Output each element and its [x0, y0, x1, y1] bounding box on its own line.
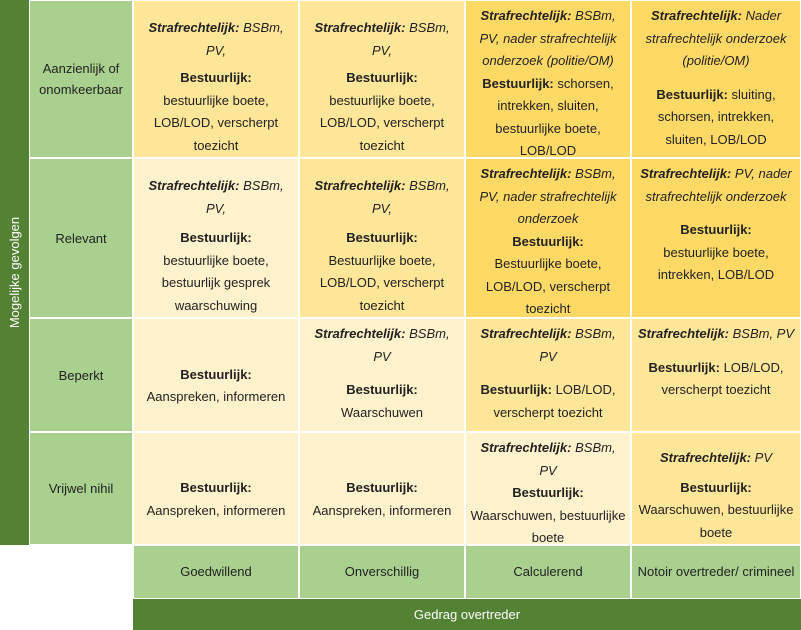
bestuurlijk-heading: Bestuurlijk:: [680, 222, 752, 237]
bestuurlijk-text: Bestuurlijk: sluiting, schorsen, intrekk…: [656, 86, 776, 147]
bestuurlijk-heading: Bestuurlijk:: [346, 230, 418, 245]
bestuurlijk-heading: Bestuurlijk:: [346, 382, 418, 397]
strafrechtelijk-text: Strafrechtelijk: BSBm, PV, nader strafre…: [479, 166, 617, 226]
bestuurlijk-text: Aanspreken, informeren: [146, 502, 286, 518]
bestuurlijk-heading: Bestuurlijk:: [512, 485, 584, 500]
matrix-cell-r0-c3: Strafrechtelijk: Nader strafrechtelijk o…: [631, 0, 801, 158]
matrix-cell-r3-c3: Strafrechtelijk: PV Bestuurlijk: Waarsch…: [631, 432, 801, 545]
matrix-cell-r0-c2: Strafrechtelijk: BSBm, PV, nader strafre…: [465, 0, 631, 158]
strafrechtelijk-text: Strafrechtelijk: BSBm, PV: [480, 326, 616, 364]
bestuurlijk-text: Waarschuwen: [341, 404, 423, 420]
matrix-cell-r0-c1: Strafrechtelijk: BSBm, PV, Bestuurlijk: …: [299, 0, 465, 158]
bestuurlijk-text: Bestuurlijk: schorsen, intrekken, sluite…: [482, 75, 614, 159]
strafrechtelijk-heading: Strafrechtelijk:: [148, 178, 240, 193]
bestuurlijk-text: Waarschuwen, bestuurlijke boete: [470, 507, 626, 546]
strafrechtelijk-heading: Strafrechtelijk:: [480, 440, 572, 455]
strafrechtelijk-heading: Strafrechtelijk:: [480, 166, 572, 181]
matrix-cell-r1-c3: Strafrechtelijk: PV, nader strafrechteli…: [631, 158, 801, 318]
strafrechtelijk-heading: Strafrechtelijk:: [640, 166, 732, 181]
bestuurlijk-heading: Bestuurlijk:: [180, 480, 252, 495]
matrix-cell-r2-c0: Bestuurlijk: Aanspreken, informeren: [133, 318, 299, 432]
column-label-notoir-overtreder: Notoir overtreder/ crimineel: [631, 545, 801, 599]
bestuurlijk-text: Aanspreken, informeren: [312, 502, 452, 518]
strafrechtelijk-text: Strafrechtelijk: PV: [659, 450, 772, 465]
matrix-cell-r1-c0: Strafrechtelijk: BSBm, PV, Bestuurlijk: …: [133, 158, 299, 318]
bestuurlijk-text: bestuurlijke boete, LOB/LOD, verscherpt …: [153, 92, 279, 153]
row-label-vrijwel-nihil: Vrijwel nihil: [29, 432, 133, 545]
bestuurlijk-text: Bestuurlijke boete, LOB/LOD, verscherpt …: [485, 256, 611, 316]
matrix-cell-r1-c2: Strafrechtelijk: BSBm, PV, nader strafre…: [465, 158, 631, 318]
strafrechtelijk-text: Strafrechtelijk: BSBm, PV,: [148, 20, 284, 58]
bestuurlijk-text: Bestuurlijk: LOB/LOD, verscherpt toezich…: [480, 382, 616, 420]
matrix-cell-r0-c0: Strafrechtelijk: BSBm, PV, Bestuurlijk: …: [133, 0, 299, 158]
bestuurlijk-heading: Bestuurlijk:: [346, 480, 418, 495]
strafrechtelijk-heading: Strafrechtelijk:: [650, 8, 742, 23]
matrix-cell-r3-c1: Bestuurlijk: Aanspreken, informeren: [299, 432, 465, 545]
bestuurlijk-text: bestuurlijke boete, bestuurlijk gesprek …: [161, 252, 271, 313]
strafrechtelijk-text: Strafrechtelijk: BSBm, PV: [637, 326, 795, 341]
strafrechtelijk-heading: Strafrechtelijk:: [637, 326, 729, 341]
strafrechtelijk-text: Strafrechtelijk: BSBm, PV, nader strafre…: [479, 8, 617, 68]
bestuurlijk-text: Bestuurlijke boete, LOB/LOD, verscherpt …: [319, 252, 445, 313]
strafrechtelijk-heading: Strafrechtelijk:: [480, 8, 572, 23]
bestuurlijk-heading: Bestuurlijk:: [480, 382, 552, 397]
bestuurlijk-heading: Bestuurlijk:: [482, 75, 554, 91]
bestuurlijk-heading: Bestuurlijk:: [180, 366, 252, 382]
matrix-cell-r2-c2: Strafrechtelijk: BSBm, PV Bestuurlijk: L…: [465, 318, 631, 432]
matrix-cell-r1-c1: Strafrechtelijk: BSBm, PV, Bestuurlijk: …: [299, 158, 465, 318]
row-label-beperkt: Beperkt: [29, 318, 133, 432]
strafrechtelijk-heading: Strafrechtelijk:: [659, 450, 752, 465]
bestuurlijk-heading: Bestuurlijk:: [512, 233, 584, 249]
bestuurlijk-heading: Bestuurlijk:: [346, 70, 418, 85]
strafrechtelijk-text: Strafrechtelijk: BSBm, PV,: [314, 20, 450, 58]
y-axis-label: Mogelijke gevolgen: [0, 0, 29, 545]
strafrechtelijk-text: Strafrechtelijk: BSBm, PV: [314, 326, 450, 364]
bestuurlijk-heading: Bestuurlijk:: [180, 230, 252, 245]
strafrechtelijk-heading: Strafrechtelijk:: [480, 326, 572, 341]
strafrechtelijk-text: Strafrechtelijk: BSBm, PV,: [314, 178, 450, 216]
x-axis-label: Gedrag overtreder: [133, 599, 801, 630]
row-label-relevant: Relevant: [29, 158, 133, 318]
strafrechtelijk-heading: Strafrechtelijk:: [314, 326, 406, 341]
bestuurlijk-text: bestuurlijke boete, LOB/LOD, verscherpt …: [319, 92, 445, 153]
matrix-cell-r3-c0: Bestuurlijk: Aanspreken, informeren: [133, 432, 299, 545]
matrix-cell-r2-c3: Strafrechtelijk: BSBm, PV Bestuurlijk: L…: [631, 318, 801, 432]
bestuurlijk-text: bestuurlijke boete, intrekken, LOB/LOD: [657, 244, 775, 283]
bestuurlijk-text: Waarschuwen, bestuurlijke boete: [638, 502, 794, 540]
matrix-cell-r3-c2: Strafrechtelijk: BSBm, PV Bestuurlijk: W…: [465, 432, 631, 545]
bestuurlijk-heading: Bestuurlijk:: [656, 86, 728, 102]
bestuurlijk-heading: Bestuurlijk:: [648, 359, 720, 375]
column-label-goedwillend: Goedwillend: [133, 545, 299, 599]
bestuurlijk-heading: Bestuurlijk:: [680, 479, 752, 495]
strafrechtelijk-heading: Strafrechtelijk:: [314, 20, 406, 35]
strafrechtelijk-text: Strafrechtelijk: Nader strafrechtelijk o…: [645, 8, 787, 68]
strafrechtelijk-text: Strafrechtelijk: BSBm, PV: [480, 440, 616, 478]
bestuurlijk-text: Bestuurlijk: LOB/LOD, verscherpt toezich…: [648, 359, 784, 398]
bestuurlijk-text: Aanspreken, informeren: [146, 389, 286, 404]
matrix-cell-r2-c1: Strafrechtelijk: BSBm, PV Bestuurlijk: W…: [299, 318, 465, 432]
strafrechtelijk-heading: Strafrechtelijk:: [148, 20, 240, 35]
bestuurlijk-heading: Bestuurlijk:: [180, 70, 252, 85]
strafrechtelijk-text: Strafrechtelijk: BSBm, PV,: [148, 178, 284, 216]
strafrechtelijk-text: Strafrechtelijk: PV, nader strafrechteli…: [640, 166, 792, 204]
row-label-aanzienlijk: Aanzienlijk of onomkeerbaar: [29, 0, 133, 158]
strafrechtelijk-heading: Strafrechtelijk:: [314, 178, 406, 193]
column-label-onverschillig: Onverschillig: [299, 545, 465, 599]
column-label-calculerend: Calculerend: [465, 545, 631, 599]
